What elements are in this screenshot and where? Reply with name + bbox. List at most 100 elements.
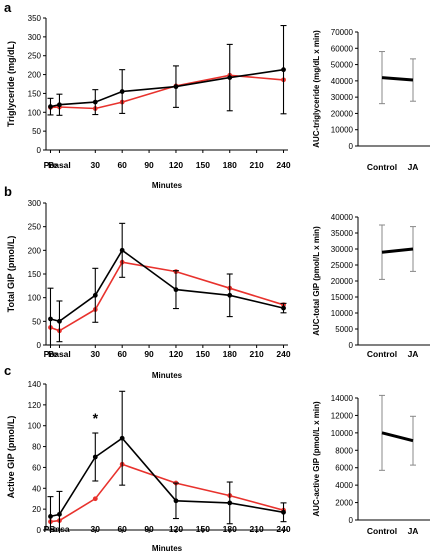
x-axis-title: Minutes bbox=[152, 371, 183, 380]
category-label: JA bbox=[408, 349, 419, 359]
data-point bbox=[227, 500, 233, 506]
y-tick-label: 40000 bbox=[331, 77, 354, 86]
y-tick-label: 10000 bbox=[331, 126, 354, 135]
y-tick-label: 35000 bbox=[331, 229, 354, 238]
x-tick-label: 120 bbox=[169, 349, 183, 359]
y-tick-label: 30000 bbox=[331, 93, 354, 102]
series-0 bbox=[47, 390, 287, 531]
y-tick-label: 300 bbox=[28, 199, 42, 208]
data-point bbox=[57, 511, 62, 517]
y-tick-label: 40 bbox=[32, 484, 41, 493]
y-axis-title: Active GIP (pmol/L) bbox=[6, 416, 16, 499]
series-0 bbox=[47, 24, 287, 116]
significance-marker: * bbox=[93, 410, 99, 426]
data-point bbox=[48, 514, 53, 519]
y-tick-label: 300 bbox=[28, 33, 42, 42]
y-tick-label: 0 bbox=[349, 516, 354, 525]
x-tick-label: 240 bbox=[276, 160, 290, 170]
y-tick-label: 10000 bbox=[331, 429, 354, 438]
panel-label: a bbox=[4, 0, 12, 15]
chart-c-auc: 0 2000 4000 6000 8000 10000 12000 14000 AUC-acti… bbox=[312, 394, 430, 536]
category-label: JA bbox=[408, 526, 419, 536]
x-tick-label: 150 bbox=[196, 160, 210, 170]
x-tick-label: 240 bbox=[276, 349, 290, 359]
series-line bbox=[50, 249, 284, 323]
x-axis-title: Minutes bbox=[152, 544, 183, 553]
auc-line bbox=[381, 431, 414, 443]
y-tick-label: 15000 bbox=[331, 293, 354, 302]
series-0 bbox=[47, 222, 287, 346]
x-tick-label: 210 bbox=[250, 349, 264, 359]
x-tick-label: 60 bbox=[117, 349, 127, 359]
y-tick-label: 80 bbox=[32, 443, 41, 452]
y-tick-label: 70000 bbox=[331, 28, 354, 37]
data-point bbox=[92, 292, 98, 298]
y-tick-label: 0 bbox=[37, 526, 42, 535]
y-tick-label: 100 bbox=[28, 422, 42, 431]
data-point bbox=[119, 89, 125, 94]
y-tick-label: 200 bbox=[28, 246, 42, 255]
panel-label: c bbox=[4, 363, 11, 378]
y-tick-label: 20 bbox=[32, 505, 41, 514]
x-tick-label: 120 bbox=[169, 524, 183, 534]
y-axis-title: AUC-active GIP (pmol/L x min) bbox=[312, 401, 321, 517]
series-line bbox=[50, 261, 284, 332]
auc-line bbox=[381, 76, 414, 82]
y-tick-label: 8000 bbox=[335, 446, 353, 455]
x-axis-title: Minutes bbox=[152, 181, 183, 190]
y-tick-label: 100 bbox=[28, 294, 42, 303]
x-tick-label: 90 bbox=[144, 349, 154, 359]
data-point bbox=[227, 292, 233, 298]
x-tick-label: 120 bbox=[169, 160, 183, 170]
x-tick-label: 30 bbox=[91, 524, 101, 534]
y-axis-title: Total GIP (pmol/L) bbox=[6, 236, 16, 313]
x-tick-label: 90 bbox=[144, 524, 154, 534]
y-tick-label: 150 bbox=[28, 89, 42, 98]
category-label: Control bbox=[367, 349, 397, 359]
x-tick-label: 150 bbox=[196, 524, 210, 534]
chart-a-timecourse: a 0 50 100 150 200 250 300 350 Triglyceride (mg/d… bbox=[4, 0, 291, 190]
data-point bbox=[281, 509, 286, 515]
x-tick-label: 90 bbox=[144, 160, 154, 170]
y-tick-label: 14000 bbox=[331, 394, 354, 403]
y-tick-label: 60 bbox=[32, 463, 41, 472]
data-point bbox=[173, 287, 179, 293]
y-tick-label: 60000 bbox=[331, 44, 354, 53]
category-label: JA bbox=[408, 162, 419, 172]
chart-a-auc: 0 10000 20000 30000 40000 50000 60000 70000 AUC-… bbox=[312, 28, 430, 172]
data-point bbox=[119, 435, 125, 441]
y-tick-label: 40000 bbox=[331, 213, 354, 222]
data-point bbox=[281, 305, 286, 311]
x-tick-label: 30 bbox=[91, 349, 101, 359]
data-point bbox=[173, 498, 179, 504]
x-tick-label: Basal bbox=[48, 160, 71, 170]
data-point bbox=[57, 102, 62, 108]
x-tick-label: 60 bbox=[117, 524, 127, 534]
y-tick-label: 50 bbox=[32, 127, 41, 136]
data-point bbox=[48, 316, 53, 322]
x-tick-label: Pre bbox=[44, 160, 58, 170]
y-tick-label: 250 bbox=[28, 223, 42, 232]
data-point bbox=[173, 84, 179, 90]
y-axis-title: Triglyceride (mg/dL) bbox=[6, 41, 16, 127]
series-1 bbox=[48, 461, 286, 525]
x-tick-label: 240 bbox=[276, 524, 290, 534]
x-tick-label: 60 bbox=[117, 160, 127, 170]
data-point bbox=[57, 318, 62, 324]
category-label: Control bbox=[367, 162, 397, 172]
series-line bbox=[50, 68, 284, 108]
y-tick-label: 12000 bbox=[331, 411, 354, 420]
y-tick-label: 0 bbox=[37, 146, 42, 155]
data-point bbox=[48, 104, 53, 110]
y-tick-label: 100 bbox=[28, 108, 42, 117]
chart-b-auc: 0 5000 10000 15000 20000 25000 30000 35000 40000… bbox=[312, 213, 430, 359]
data-point bbox=[92, 454, 98, 460]
x-tick-label: 30 bbox=[91, 160, 101, 170]
data-point bbox=[92, 496, 98, 502]
x-tick-label: 210 bbox=[250, 160, 264, 170]
y-tick-label: 350 bbox=[28, 14, 42, 23]
x-tick-label: 210 bbox=[250, 524, 264, 534]
y-tick-label: 50000 bbox=[331, 61, 354, 70]
